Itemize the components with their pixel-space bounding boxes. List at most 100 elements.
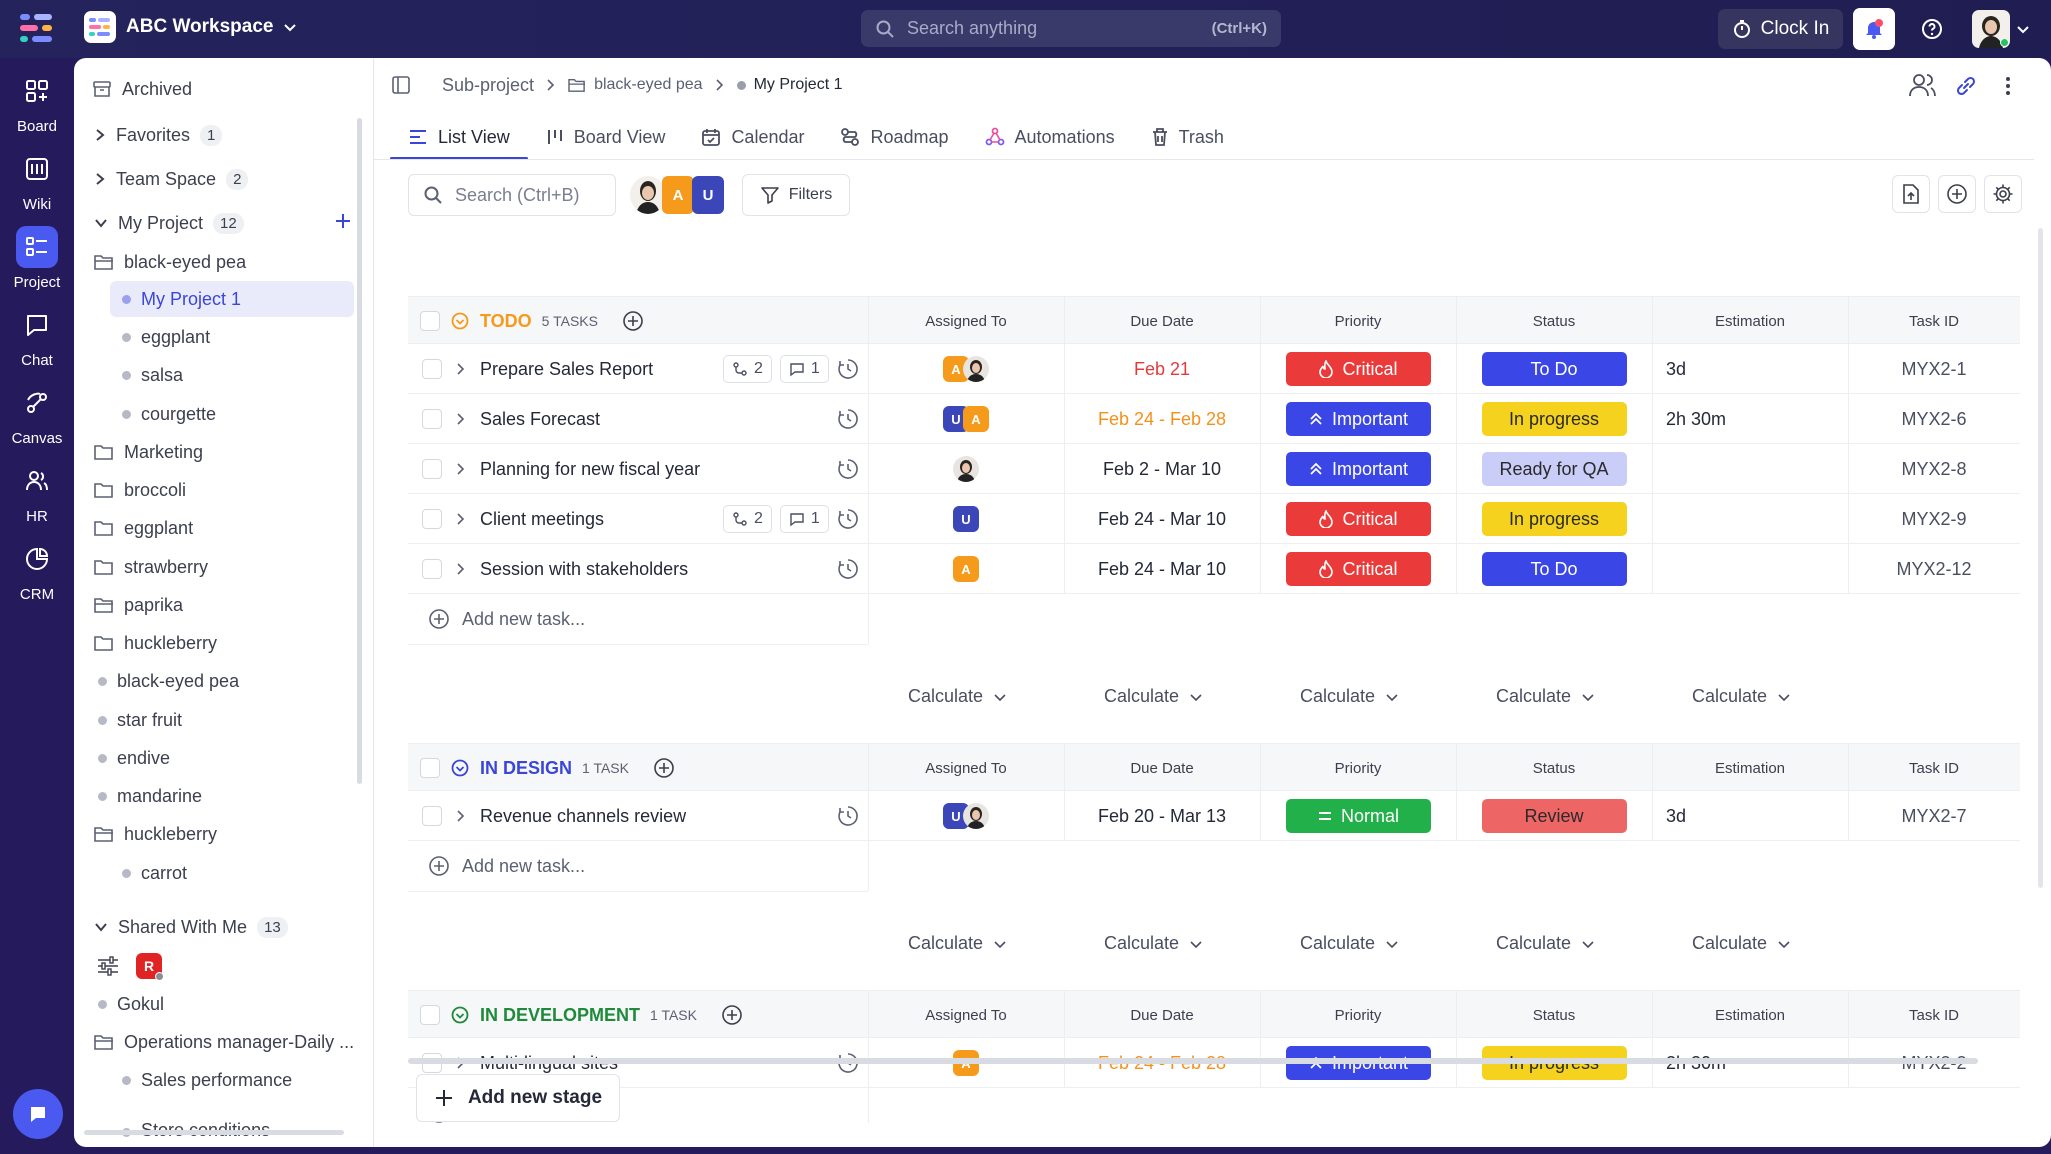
members-icon[interactable] (1907, 70, 1937, 100)
priority-pill[interactable]: Important (1285, 402, 1431, 436)
priority-pill[interactable]: Critical (1285, 502, 1431, 536)
task-checkbox[interactable] (422, 806, 442, 826)
status-circle-icon[interactable] (450, 311, 470, 331)
task-name[interactable]: Prepare Sales Report (480, 358, 654, 379)
user-menu[interactable] (1972, 10, 2030, 48)
subtask-badge[interactable]: 2 (723, 355, 772, 383)
add-task-icon[interactable] (721, 1004, 743, 1026)
sidebar-item[interactable]: black-eyed pea (98, 665, 239, 697)
calculate-dropdown[interactable]: Calculate (1300, 686, 1399, 707)
avatar[interactable]: A (662, 176, 694, 214)
avatar[interactable]: A (953, 556, 979, 582)
task-checkbox[interactable] (422, 359, 442, 379)
status-pill[interactable]: In progress (1481, 402, 1627, 436)
task-name[interactable]: Sales Forecast (480, 408, 601, 429)
vertical-scrollbar[interactable] (2038, 228, 2043, 888)
sidebar-folder-item[interactable]: Operations manager-Daily ... (94, 1026, 354, 1058)
column-header-assigned[interactable]: Assigned To (925, 759, 1007, 777)
help-icon[interactable] (1920, 17, 1944, 41)
task-name[interactable]: Session with stakeholders (480, 558, 689, 579)
column-header-priority[interactable]: Priority (1334, 759, 1382, 777)
workspace-switcher[interactable]: ABC Workspace (84, 11, 297, 43)
priority-pill[interactable]: Important (1285, 452, 1431, 486)
status-circle-icon[interactable] (450, 1005, 470, 1025)
column-header-due[interactable]: Due Date (1130, 312, 1194, 330)
export-button[interactable] (1892, 175, 1930, 213)
due-date[interactable]: Feb 24 - Mar 10 (1097, 508, 1227, 529)
column-header-taskid[interactable]: Task ID (1908, 759, 1959, 777)
sidebar-archived[interactable]: Archived (92, 74, 192, 104)
clock-icon[interactable] (837, 805, 859, 827)
column-header-taskid[interactable]: Task ID (1908, 312, 1959, 330)
due-date[interactable]: Feb 24 - Feb 28 (1097, 408, 1227, 429)
priority-cell[interactable]: Critical (1260, 544, 1456, 594)
status-pill[interactable]: Review (1481, 799, 1627, 833)
sidebar-folder-item[interactable]: strawberry (94, 551, 208, 583)
sidebar-item[interactable]: carrot (122, 857, 187, 889)
priority-pill[interactable]: Critical (1285, 352, 1431, 386)
sidebar-folder-item[interactable]: black-eyed pea (94, 246, 246, 278)
column-header-estimation[interactable]: Estimation (1714, 759, 1786, 777)
column-header-estimation[interactable]: Estimation (1714, 312, 1786, 330)
status-pill[interactable]: To Do (1481, 552, 1627, 586)
sidebar-folder-item[interactable]: huckleberry (94, 818, 217, 850)
column-header-due[interactable]: Due Date (1130, 1006, 1194, 1024)
clock-icon[interactable] (837, 558, 859, 580)
sidebar-my-project[interactable]: My Project 12 (94, 208, 244, 238)
calculate-dropdown[interactable]: Calculate (1692, 933, 1791, 954)
column-header-status[interactable]: Status (1532, 312, 1576, 330)
sidebar-folder-item[interactable]: eggplant (94, 512, 193, 544)
clock-icon[interactable] (837, 458, 859, 480)
sliders-icon[interactable] (96, 955, 120, 977)
expand-chevron-icon[interactable] (456, 462, 466, 476)
sidebar-item[interactable]: salsa (122, 359, 183, 391)
rail-canvas[interactable]: Canvas (0, 382, 74, 447)
task-checkbox[interactable] (422, 559, 442, 579)
rail-project[interactable]: Project (0, 226, 74, 291)
rail-wiki[interactable]: Wiki (0, 148, 74, 213)
add-button[interactable] (1938, 175, 1976, 213)
global-search[interactable]: Search anything (Ctrl+K) (861, 10, 1281, 47)
sidebar-item[interactable]: eggplant (122, 321, 210, 353)
status-pill[interactable]: To Do (1481, 352, 1627, 386)
expand-chevron-icon[interactable] (456, 562, 466, 576)
tab-roadmap[interactable]: Roadmap (822, 116, 966, 158)
horizontal-scrollbar[interactable] (408, 1058, 1978, 1064)
sidebar-item-active[interactable]: My Project 1 (110, 281, 354, 317)
priority-cell[interactable]: Critical (1260, 344, 1456, 394)
tab-board-view[interactable]: Board View (528, 116, 684, 158)
rail-hr[interactable]: HR (0, 460, 74, 525)
expand-chevron-icon[interactable] (456, 412, 466, 426)
column-header-estimation[interactable]: Estimation (1714, 1006, 1786, 1024)
clock-icon[interactable] (837, 358, 859, 380)
status-cell[interactable]: To Do (1456, 344, 1652, 394)
assignee-cell[interactable]: U (868, 494, 1064, 544)
rail-crm[interactable]: CRM (0, 538, 74, 603)
list-search-input[interactable]: Search (Ctrl+B) (408, 174, 616, 216)
expand-chevron-icon[interactable] (456, 512, 466, 526)
clock-icon[interactable] (837, 408, 859, 430)
sidebar-toggle-icon[interactable] (390, 74, 412, 96)
sidebar-item[interactable]: Sales performance (122, 1064, 292, 1096)
group-checkbox[interactable] (420, 1005, 440, 1025)
calculate-dropdown[interactable]: Calculate (908, 686, 1007, 707)
clock-in-button[interactable]: Clock In (1718, 9, 1843, 49)
avatar[interactable]: A (963, 406, 989, 432)
task-checkbox[interactable] (422, 459, 442, 479)
filters-button[interactable]: Filters (742, 174, 850, 216)
column-header-priority[interactable]: Priority (1334, 312, 1382, 330)
link-icon[interactable] (1954, 74, 1978, 98)
group-checkbox[interactable] (420, 758, 440, 778)
priority-cell[interactable]: Important (1260, 444, 1456, 494)
status-cell[interactable]: Ready for QA (1456, 444, 1652, 494)
add-new-task[interactable]: Add new task... (428, 841, 585, 891)
status-cell[interactable]: To Do (1456, 544, 1652, 594)
sidebar-item[interactable]: Gokul (98, 988, 164, 1020)
estimation[interactable]: 2h 30m (1666, 408, 1727, 429)
assignee-cell[interactable] (868, 444, 1064, 494)
avatar[interactable]: U (953, 506, 979, 532)
add-task-icon[interactable] (653, 757, 675, 779)
rail-board[interactable]: Board (0, 70, 74, 135)
